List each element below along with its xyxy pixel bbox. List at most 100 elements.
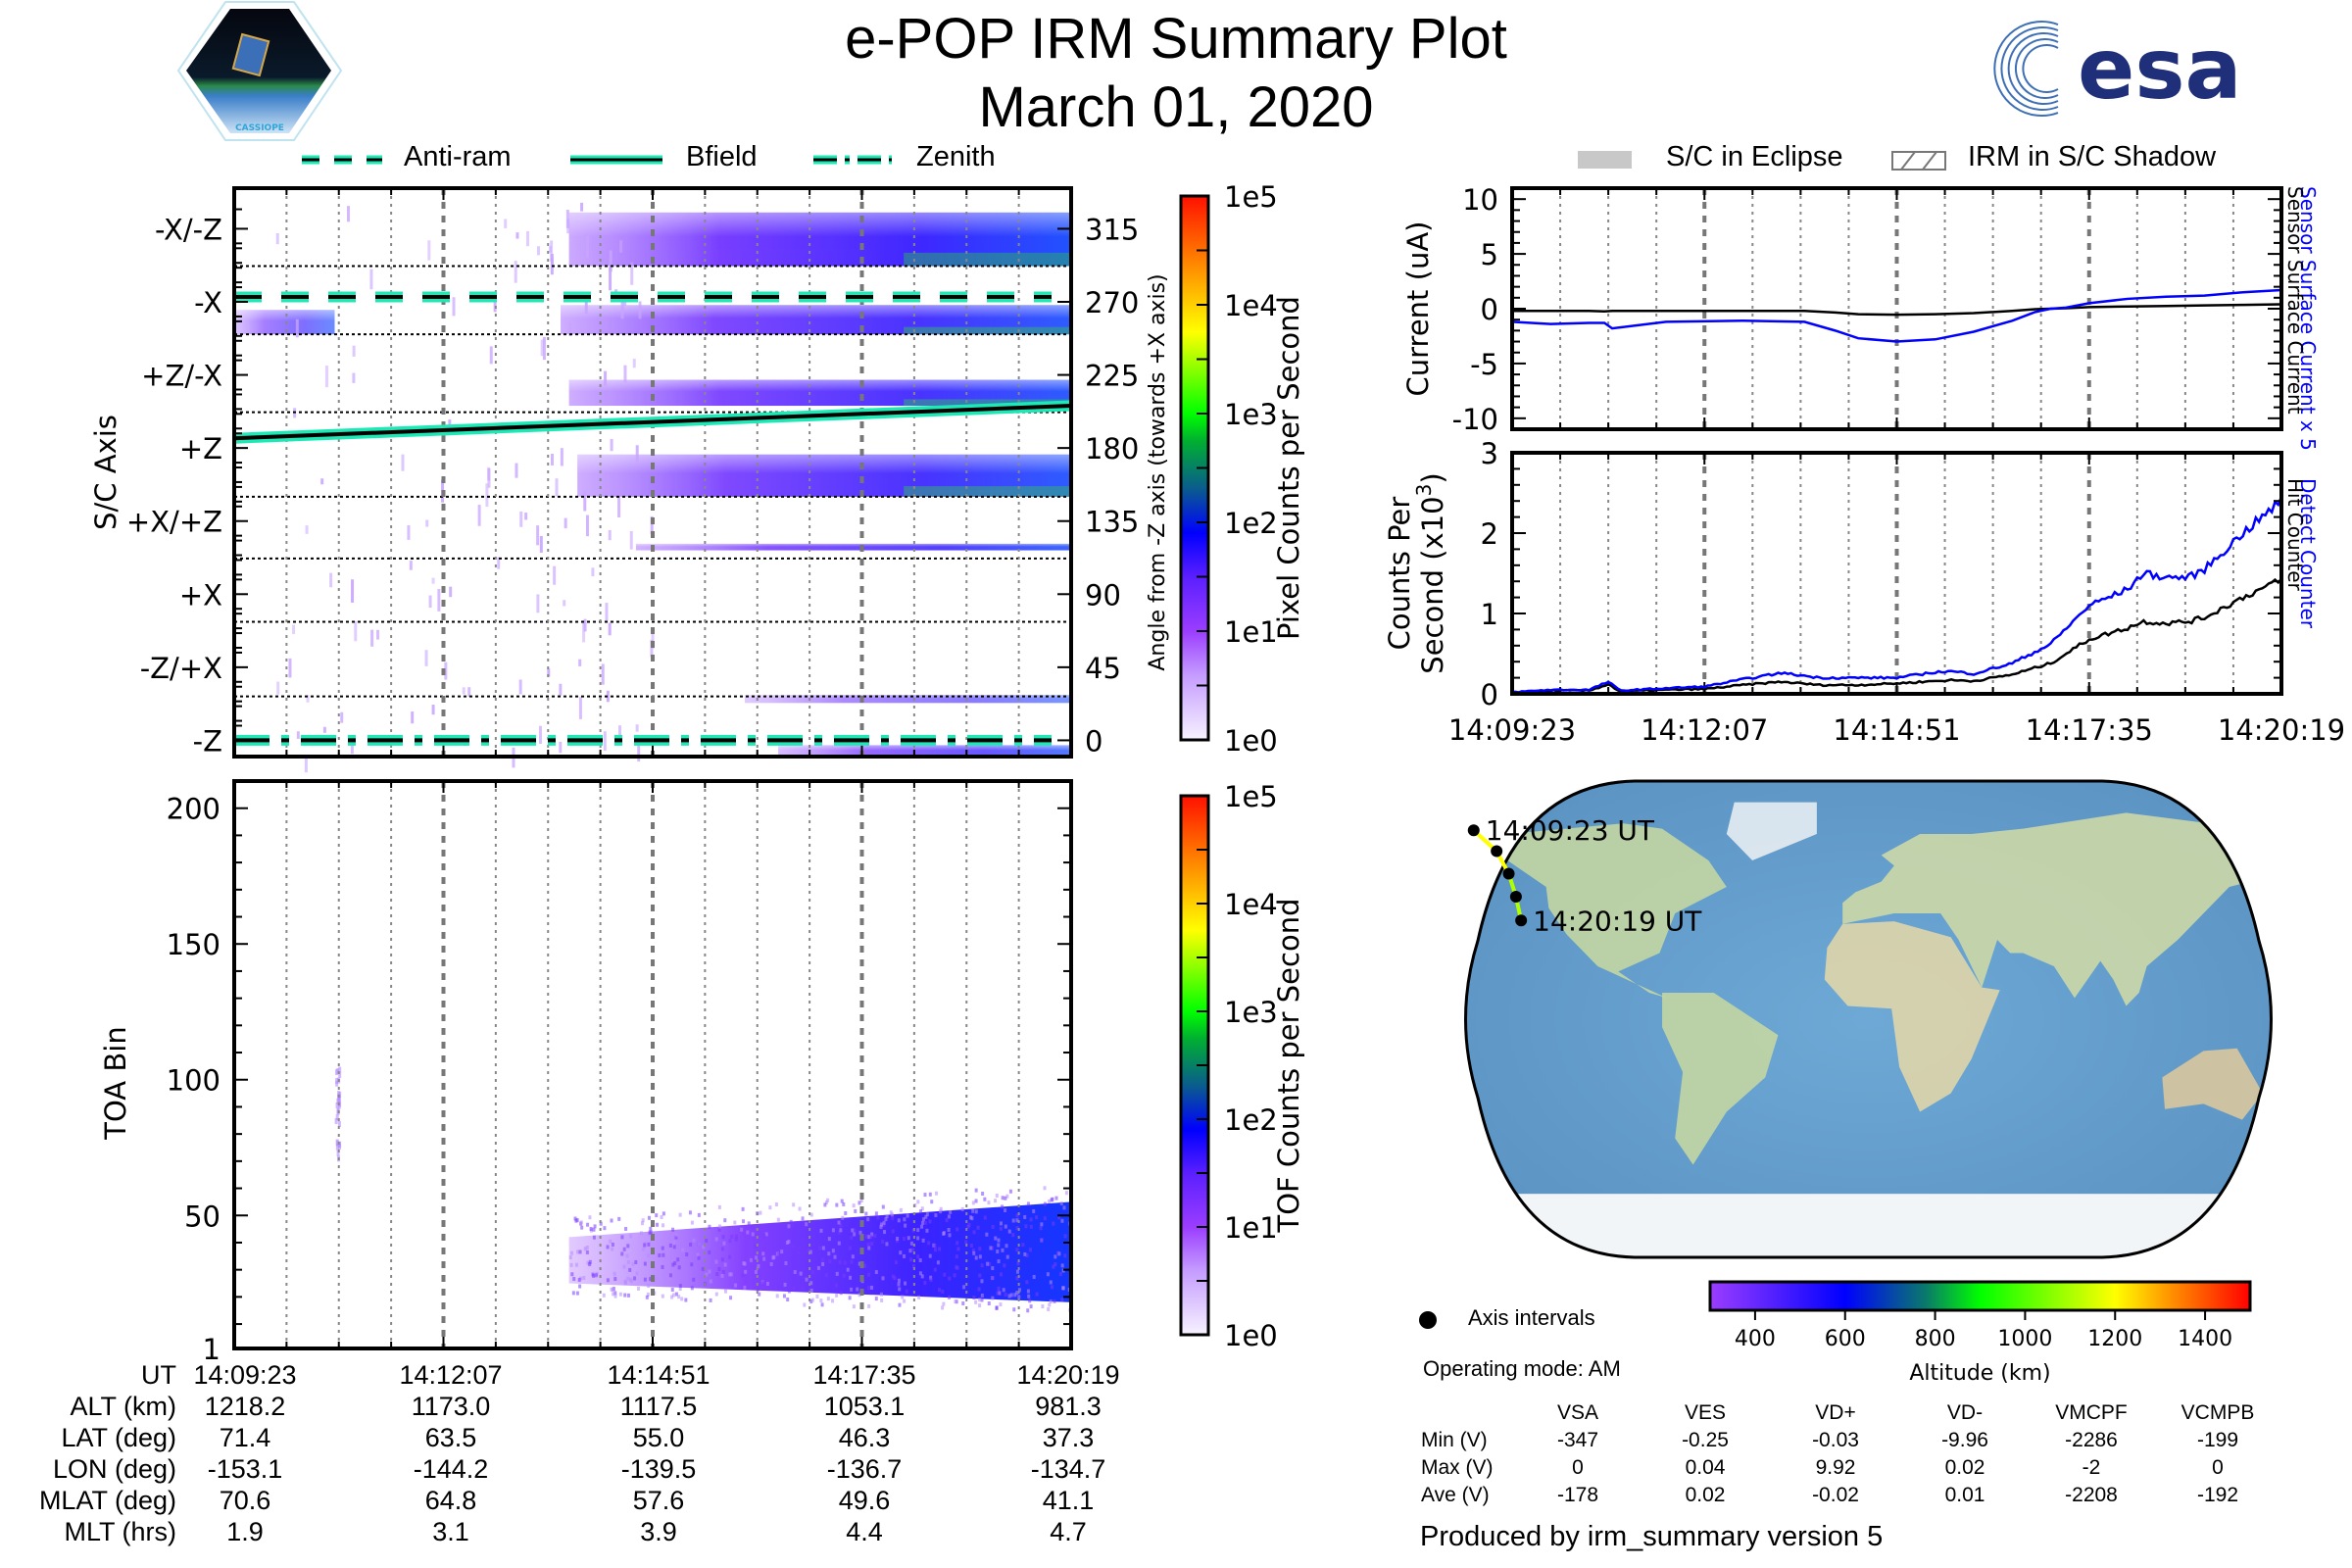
spectrogram-pixel bbox=[619, 240, 623, 253]
spectrogram-pixel bbox=[560, 448, 564, 466]
toa-pixel bbox=[774, 1201, 778, 1206]
toa-pixel bbox=[974, 1188, 978, 1193]
toa-pixel bbox=[925, 1228, 929, 1233]
voltage-header: VD- bbox=[1946, 1401, 1984, 1424]
toa-pixel bbox=[568, 1255, 572, 1260]
spectrogram-pixel bbox=[635, 445, 639, 462]
toa-pixel bbox=[789, 1219, 793, 1224]
operating-mode-label: Operating mode: AM bbox=[1423, 1356, 1621, 1381]
toa-pixel bbox=[885, 1242, 889, 1247]
toa-pixel bbox=[841, 1215, 845, 1220]
overlay-bfield-line bbox=[233, 404, 1072, 441]
toa-pixel bbox=[718, 1224, 722, 1229]
toa-pixel bbox=[947, 1227, 951, 1232]
toa-pixel bbox=[1004, 1244, 1008, 1249]
spectrogram-pixel bbox=[565, 210, 569, 228]
toa-pixel bbox=[905, 1289, 908, 1294]
toa-pixel bbox=[858, 1261, 861, 1266]
toa-pixel bbox=[980, 1293, 984, 1298]
voltage-cell: -199 bbox=[2196, 1429, 2239, 1451]
toa-pixel bbox=[577, 1277, 581, 1282]
toa-pixel bbox=[734, 1234, 738, 1239]
toa-pixel bbox=[846, 1267, 850, 1272]
tof-colorbar-tick-label: 1e1 bbox=[1224, 1211, 1278, 1245]
spectrogram-pixel bbox=[351, 579, 355, 603]
spectrogram-pixel bbox=[485, 483, 489, 508]
toa-pixel bbox=[901, 1295, 905, 1299]
ephemeris-cell: -144.2 bbox=[413, 1454, 489, 1484]
toa-pixel bbox=[631, 1262, 635, 1267]
toa-pixel bbox=[671, 1293, 675, 1298]
voltage-cell: -2208 bbox=[2065, 1484, 2118, 1506]
toa-pixel bbox=[1048, 1302, 1052, 1307]
toa-pixel bbox=[798, 1206, 802, 1211]
toa-pixel bbox=[996, 1250, 1000, 1254]
toa-pixel bbox=[1060, 1218, 1064, 1223]
axis-label-left: -Z/+X bbox=[140, 652, 222, 685]
toa-pixel bbox=[1017, 1295, 1021, 1299]
toa-pixel bbox=[625, 1253, 629, 1258]
series-sensor-surface-current bbox=[1512, 303, 2282, 317]
spectrogram-pixel bbox=[583, 618, 587, 632]
toa-pixel bbox=[1043, 1186, 1047, 1191]
toa-pixel bbox=[1032, 1274, 1036, 1279]
toa-pixel bbox=[1058, 1272, 1062, 1277]
voltage-cell: 0.04 bbox=[1685, 1456, 1726, 1479]
toa-pixel bbox=[338, 1066, 342, 1073]
band-high-count bbox=[904, 252, 1071, 267]
toa-pixel bbox=[592, 1227, 596, 1232]
spectrogram-pixel bbox=[536, 525, 540, 546]
time-tick-label: 14:12:07 bbox=[1641, 713, 1768, 747]
toa-pixel bbox=[853, 1228, 857, 1233]
toa-pixel bbox=[792, 1202, 796, 1207]
toa-pixel bbox=[1060, 1298, 1064, 1302]
toa-pixel bbox=[839, 1291, 843, 1296]
toa-pixel bbox=[991, 1246, 995, 1250]
spectrogram-pixel bbox=[637, 742, 641, 762]
right-legend: S/C in Eclipse IRM in S/C Shadow bbox=[1568, 141, 2254, 176]
toa-pixel bbox=[985, 1232, 989, 1237]
current-tick-label: 0 bbox=[1481, 293, 1498, 326]
ephemeris-cell: 37.3 bbox=[1042, 1423, 1095, 1452]
spectrogram-pixel bbox=[295, 318, 299, 338]
toa-pixel bbox=[826, 1198, 830, 1202]
toa-pixel bbox=[911, 1248, 915, 1252]
angle-tick-label: 90 bbox=[1085, 578, 1121, 612]
toa-pixel bbox=[801, 1216, 805, 1221]
toa-pixel bbox=[1004, 1208, 1007, 1213]
spectrogram-pixel bbox=[320, 478, 324, 485]
toa-pixel bbox=[782, 1294, 786, 1298]
spectrogram-pixel bbox=[467, 687, 471, 697]
toa-pixel bbox=[649, 1226, 653, 1231]
toa-pixel bbox=[974, 1255, 978, 1260]
toa-pixel bbox=[1021, 1243, 1025, 1248]
toa-pixel bbox=[571, 1291, 575, 1296]
spectrogram-pixel bbox=[427, 240, 431, 261]
toa-pixel bbox=[1029, 1217, 1033, 1222]
toa-pixel bbox=[791, 1244, 795, 1249]
ephemeris-cell: 1218.2 bbox=[204, 1392, 286, 1421]
spectrogram-pixel bbox=[401, 454, 405, 471]
toa-pixel bbox=[898, 1302, 902, 1307]
toa-pixel bbox=[671, 1227, 675, 1232]
toa-pixel bbox=[661, 1264, 664, 1269]
toa-pixel bbox=[623, 1279, 627, 1284]
toa-pixel bbox=[867, 1246, 871, 1250]
left-legend: Anti-ram Bfield Zenith bbox=[294, 141, 1058, 176]
spectrogram-pixel bbox=[340, 711, 344, 723]
toa-pixel bbox=[586, 1260, 590, 1265]
toa-pixel bbox=[645, 1295, 649, 1299]
toa-pixel bbox=[338, 1071, 342, 1078]
continent-australia bbox=[2162, 1048, 2263, 1120]
esa-logo: esa bbox=[1989, 15, 2274, 122]
spectrogram-pixel bbox=[559, 683, 563, 696]
ephemeris-cell: 71.4 bbox=[219, 1423, 271, 1452]
toa-pixel bbox=[859, 1199, 863, 1203]
spectrogram-pixel bbox=[604, 370, 608, 386]
spectrogram-pixel bbox=[650, 639, 654, 658]
spectrogram-pixel bbox=[583, 491, 587, 512]
toa-pixel bbox=[1059, 1200, 1063, 1205]
toa-pixel bbox=[880, 1298, 884, 1302]
toa-pixel bbox=[720, 1247, 724, 1251]
toa-pixel bbox=[337, 1121, 341, 1128]
